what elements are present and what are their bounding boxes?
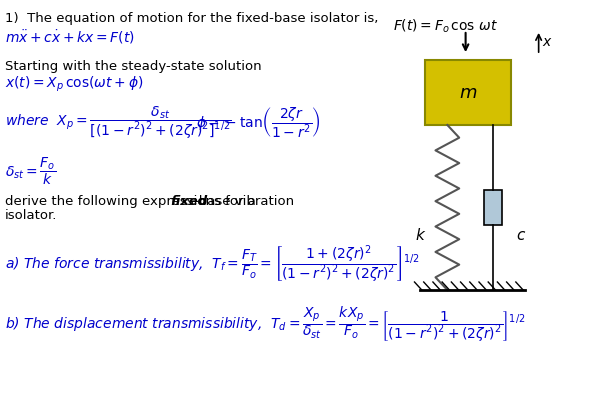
Text: derive the following expressions for a: derive the following expressions for a [5, 195, 260, 208]
Text: $c$: $c$ [516, 228, 526, 243]
Text: a) The force transmissibility,  $T_f = \dfrac{F_T}{F_o} = \left[\dfrac{1+\left(2: a) The force transmissibility, $T_f = \d… [5, 243, 420, 284]
Text: $x$: $x$ [542, 35, 553, 49]
Text: $m\ddot{x} + c\dot{x} + kx = F(t)$: $m\ddot{x} + c\dot{x} + kx = F(t)$ [5, 28, 134, 46]
Text: $k$: $k$ [415, 227, 427, 243]
Text: $F(t) = F_o\,\cos\,\omega t$: $F(t) = F_o\,\cos\,\omega t$ [393, 18, 498, 36]
Bar [484, 190, 502, 225]
Text: Starting with the steady-state solution: Starting with the steady-state solution [5, 60, 261, 73]
Text: isolator.: isolator. [5, 209, 57, 222]
Text: $x(t) = X_p\,\cos(\omega t + \phi)$: $x(t) = X_p\,\cos(\omega t + \phi)$ [5, 75, 143, 94]
Text: fixed: fixed [171, 195, 208, 208]
Bar [424, 60, 511, 125]
Text: 1)  The equation of motion for the fixed-base isolator is,: 1) The equation of motion for the fixed-… [5, 12, 378, 25]
Text: $\delta_{st} = \dfrac{F_o}{k}$: $\delta_{st} = \dfrac{F_o}{k}$ [5, 155, 56, 187]
Text: $\phi = -\tan\!\left(\dfrac{2\zeta r}{1-r^2}\right)$: $\phi = -\tan\!\left(\dfrac{2\zeta r}{1-… [196, 105, 321, 140]
Text: -base vibration: -base vibration [195, 195, 295, 208]
Text: b) The displacement transmissibility,  $T_d = \dfrac{X_p}{\delta_{st}} = \dfrac{: b) The displacement transmissibility, $T… [5, 305, 525, 344]
Text: where  $X_p = \dfrac{\delta_{st}}{\left[\left(1-r^2\right)^2 + \left(2\zeta r\ri: where $X_p = \dfrac{\delta_{st}}{\left[\… [5, 105, 231, 141]
Text: $m$: $m$ [458, 83, 477, 102]
